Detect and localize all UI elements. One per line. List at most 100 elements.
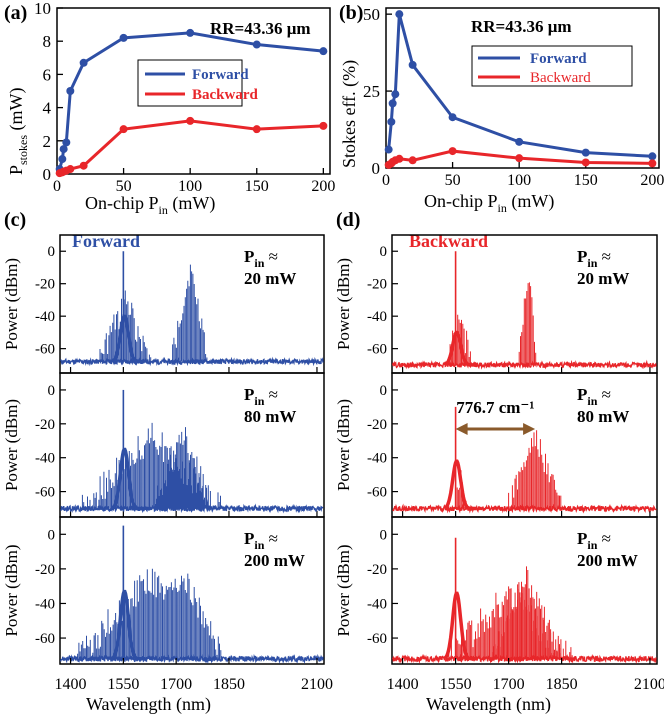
- data-point-forward-b: [391, 90, 400, 99]
- spectrum-d-1: 0 -20 -40 -60 Power (dBm) Pin ≈20 mW: [334, 234, 658, 374]
- x-tick-label-d: 1400: [387, 676, 419, 693]
- y-tick-label-a: 4: [43, 99, 52, 118]
- annotation-arrow-right: [523, 423, 536, 435]
- y-tick-label-d: -60: [367, 631, 387, 647]
- y-tick-label-a: 0: [43, 165, 52, 184]
- x-tick-label-a: 200: [311, 178, 335, 195]
- y-tick-label-d: -60: [367, 342, 387, 358]
- comb-lines-d-3: [448, 566, 573, 659]
- plot-frame-c-3: [59, 516, 325, 665]
- data-point-forward-b: [387, 117, 396, 126]
- y-tick-label-d: -20: [367, 562, 387, 578]
- data-point-backward-a: [119, 125, 128, 134]
- y-tick-label-d: -60: [367, 485, 387, 501]
- x-tick-label-a: 150: [245, 178, 269, 195]
- spectrum-d-3: 0 -20 -40 -60 Power (dBm) Pin ≈200 mW: [334, 516, 658, 665]
- pin-label-d-1: Pin ≈: [577, 247, 611, 270]
- data-point-forward-a: [62, 138, 71, 147]
- y-tick-label-d: 0: [380, 527, 388, 543]
- data-point-forward-a: [66, 87, 75, 95]
- pin-label-c-1: Pin ≈: [244, 247, 278, 270]
- pin-power-c-2: 80 mW: [244, 407, 296, 426]
- legend-forward-b: Forward: [530, 51, 587, 67]
- y-tick-label-c: -60: [35, 485, 55, 501]
- pin-power-c-3: 200 mW: [244, 551, 305, 570]
- x-tick-label-c: 1550: [107, 676, 139, 693]
- x-tick-label-b: 0: [382, 172, 390, 189]
- data-point-forward-b: [581, 148, 590, 157]
- comb-lines-c-3: [77, 568, 222, 659]
- data-point-forward-b: [384, 145, 393, 154]
- spectrum-d-2: 0 -20 -40 -60 Power (dBm) Pin ≈80 mW: [334, 372, 658, 518]
- y-tick-label-b: 50: [363, 5, 380, 24]
- x-tick-label-b: 100: [507, 172, 531, 189]
- x-axis-label-a: On-chip Pin (mW): [85, 193, 215, 217]
- x-tick-label-b: 200: [640, 172, 664, 189]
- pin-power-d-3: 200 mW: [577, 551, 638, 570]
- series-line-forward-b: [387, 13, 653, 158]
- data-point-backward-a: [79, 161, 88, 170]
- y-tick-label-c: -20: [35, 562, 55, 578]
- chart-title-b: RR=43.36 μm: [471, 17, 572, 36]
- data-point-forward-b: [395, 10, 404, 19]
- x-tick-label-b: 50: [445, 172, 461, 189]
- pin-label-c-2: Pin ≈: [244, 385, 278, 408]
- x-tick-label-a: 0: [53, 178, 61, 195]
- x-tick-label-c: 1700: [160, 676, 192, 693]
- pin-label-c-3: Pin ≈: [244, 529, 278, 552]
- y-axis-label-a: Pstokes (mW): [6, 88, 30, 176]
- legend-backward-b: Backward: [530, 70, 591, 86]
- y-tick-label-c: 0: [48, 244, 56, 260]
- y-tick-label-d: -40: [367, 596, 387, 612]
- y-tick-label-c: 0: [48, 383, 56, 399]
- x-tick-label-d: 2100: [634, 676, 664, 693]
- data-point-forward-b: [648, 152, 657, 161]
- pin-power-d-2: 80 mW: [577, 407, 629, 426]
- data-point-backward-b: [515, 154, 524, 163]
- panel-label-b: (b): [339, 2, 363, 24]
- comb-lines-d-2: [451, 430, 562, 509]
- series-line-forward-a: [58, 31, 324, 170]
- y-axis-label-c-2: Power (dBm): [2, 399, 21, 491]
- y-tick-label-b: 0: [372, 159, 381, 178]
- panel-label-a: (a): [4, 2, 27, 24]
- x-tick-label-a: 50: [116, 178, 132, 195]
- pump-hump-c-2: [111, 447, 145, 511]
- y-tick-label-c: -60: [35, 342, 55, 358]
- pump-hump-d-3: [443, 591, 477, 661]
- pin-label-d-2: Pin ≈: [577, 385, 611, 408]
- data-point-forward-a: [59, 145, 68, 154]
- noise-floor-c-3: [60, 653, 324, 664]
- y-tick-label-c: -20: [35, 277, 55, 293]
- y-tick-label-d: -40: [367, 451, 387, 467]
- y-tick-label-c: -20: [35, 417, 55, 433]
- y-tick-label-d: -20: [367, 277, 387, 293]
- y-axis-label-d-3: Power (dBm): [334, 544, 353, 636]
- data-point-forward-a: [319, 47, 328, 56]
- plot-frame-b: [385, 7, 660, 169]
- x-tick-label-c: 2100: [301, 676, 333, 693]
- plot-frame-a: [56, 7, 331, 175]
- spectrum-c-2: 0 -20 -40 -60 Power (dBm) Pin ≈80 mW: [2, 372, 325, 518]
- data-point-forward-b: [388, 99, 397, 108]
- noise-floor-d-2: [392, 503, 657, 514]
- legend-forward-a: Forward: [192, 67, 249, 83]
- data-point-forward-a: [252, 40, 261, 49]
- y-tick-label-c: -40: [35, 451, 55, 467]
- y-tick-label-c: 0: [48, 527, 56, 543]
- x-tick-label-a: 100: [178, 178, 202, 195]
- data-point-backward-a: [252, 125, 261, 134]
- y-tick-label-a: 8: [43, 32, 52, 51]
- pump-hump-d-1: [443, 330, 477, 367]
- comb-lines-c-2: [81, 422, 221, 509]
- x-tick-label-d: 1700: [493, 676, 525, 693]
- noise-floor-d-1: [392, 359, 657, 370]
- pump-hump-c-1: [111, 314, 145, 364]
- x-tick-label-d: 1550: [440, 676, 472, 693]
- y-axis-label-b: Stokes eff. (%): [339, 60, 360, 168]
- pump-hump-d-2: [443, 459, 477, 511]
- annotation-arrow-left: [455, 423, 468, 435]
- pin-power-d-1: 20 mW: [577, 269, 629, 288]
